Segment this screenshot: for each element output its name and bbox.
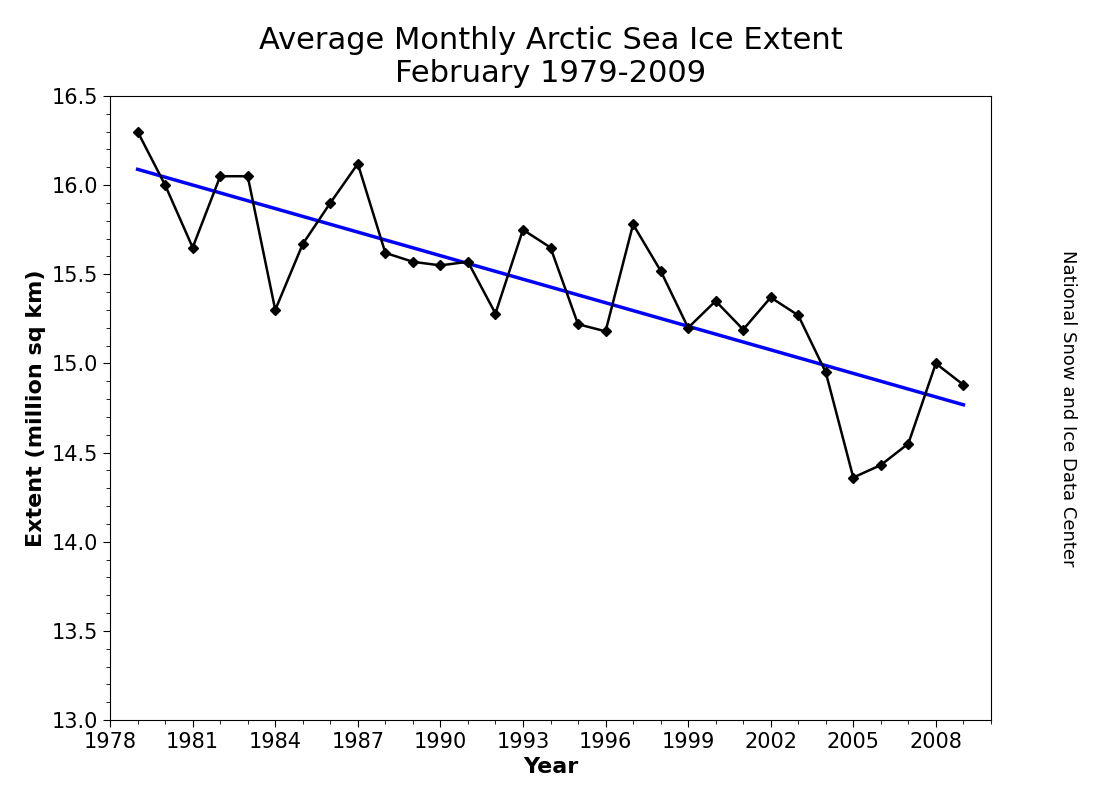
Text: National Snow and Ice Data Center: National Snow and Ice Data Center — [1059, 250, 1077, 566]
Y-axis label: Extent (million sq km): Extent (million sq km) — [26, 270, 46, 546]
Title: Average Monthly Arctic Sea Ice Extent
February 1979-2009: Average Monthly Arctic Sea Ice Extent Fe… — [259, 26, 842, 88]
X-axis label: Year: Year — [523, 758, 578, 778]
